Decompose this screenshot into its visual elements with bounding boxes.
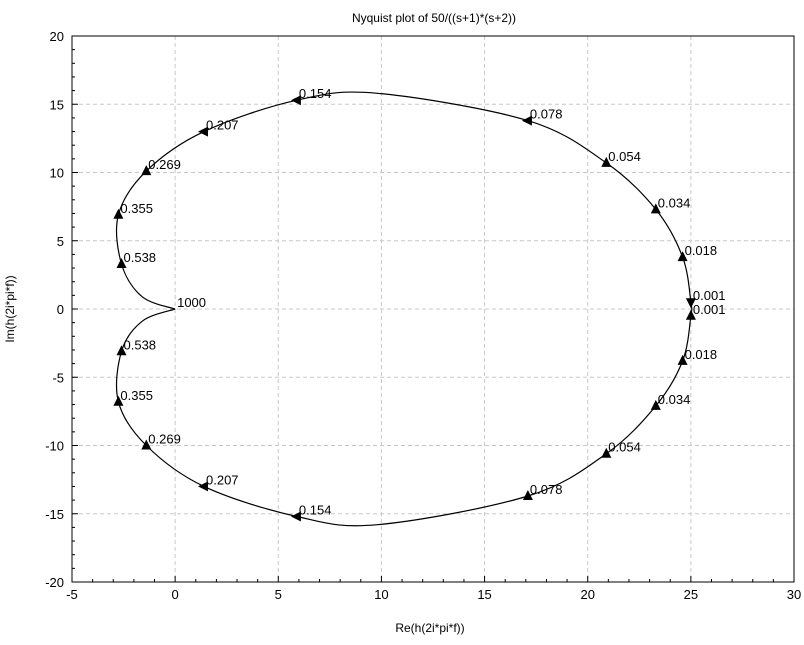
direction-arrow (601, 447, 612, 458)
direction-arrow (141, 165, 152, 176)
axis-ticks: -5 0 5 10 15 20 25 30 -20 -15 -10 -5 0 5 10 15 20 (45, 29, 801, 602)
y-tick-label: -5 (52, 370, 64, 385)
x-tick-label: 15 (477, 587, 491, 602)
x-tick-label: 25 (684, 587, 698, 602)
series-layer (115, 91, 693, 527)
frequency-label: 0.207 (206, 118, 239, 133)
direction-arrow (290, 95, 301, 106)
chart-title: Nyquist plot of 50/((s+1)*(s+2)) (352, 11, 516, 25)
direction-arrow (116, 258, 127, 268)
direction-arrow (141, 439, 152, 450)
y-tick-label: 10 (50, 166, 64, 181)
direction-arrow (113, 208, 124, 219)
x-tick-label: 30 (787, 587, 801, 602)
x-tick-label: 10 (374, 587, 388, 602)
frequency-label: 1000 (177, 295, 206, 310)
direction-arrow (677, 251, 688, 262)
y-tick-label: 5 (57, 234, 64, 249)
direction-arrow (290, 511, 301, 522)
x-tick-label: 0 (172, 587, 179, 602)
y-tick-label: -10 (45, 439, 64, 454)
frequency-label: 0.538 (124, 337, 157, 352)
annotation-layer: 0.154 0.078 0.207 0.054 0.269 0.034 0.355 0.018… (120, 86, 725, 517)
x-tick-label: 5 (275, 587, 282, 602)
direction-arrow (650, 399, 661, 410)
direction-arrow (116, 345, 127, 356)
frequency-label: 0.054 (608, 149, 641, 164)
frequency-label: 0.001 (693, 302, 726, 317)
direction-arrow (198, 126, 208, 137)
grid (72, 36, 794, 582)
frequency-label: 0.018 (685, 243, 718, 258)
direction-arrow (198, 481, 208, 492)
y-tick-label: -15 (45, 507, 64, 522)
direction-arrow (685, 298, 696, 309)
direction-arrow (685, 309, 696, 320)
y-tick-label: 20 (50, 29, 64, 44)
frequency-label: 0.078 (530, 482, 563, 497)
frequency-label: 0.269 (148, 157, 181, 172)
frequency-label: 0.154 (299, 503, 332, 518)
direction-arrow (113, 395, 124, 406)
frequency-label: 0.034 (658, 392, 691, 407)
frequency-label: 0.355 (120, 388, 153, 403)
frequency-label: 0.538 (124, 250, 157, 265)
arrow-layer (113, 95, 696, 522)
y-tick-label: 0 (57, 302, 64, 317)
x-tick-label: -5 (66, 587, 78, 602)
frequency-label: 0.207 (206, 472, 239, 487)
x-tick-label: 20 (580, 587, 594, 602)
y-axis-label: Im(h(2i*pi*f)) (3, 275, 17, 342)
frequency-label: 0.269 (148, 432, 181, 447)
frequency-label: 0.355 (120, 201, 153, 216)
frequency-label: 0.054 (608, 440, 641, 455)
frequency-label: 0.018 (685, 347, 718, 362)
direction-arrow (650, 203, 661, 214)
y-tick-label: -20 (45, 575, 64, 590)
frequency-label: 0.001 (693, 288, 726, 303)
frequency-label: 0.154 (299, 86, 332, 101)
frequency-label: 0.078 (530, 107, 563, 122)
frequency-label: 0.034 (658, 195, 691, 210)
y-tick-label: 15 (50, 97, 64, 112)
direction-arrow (521, 115, 532, 126)
nyquist-curve (115, 91, 693, 527)
x-axis-label: Re(h(2i*pi*f)) (395, 621, 464, 635)
direction-arrow (601, 156, 612, 167)
direction-arrow (522, 490, 533, 500)
direction-arrow (677, 354, 688, 365)
